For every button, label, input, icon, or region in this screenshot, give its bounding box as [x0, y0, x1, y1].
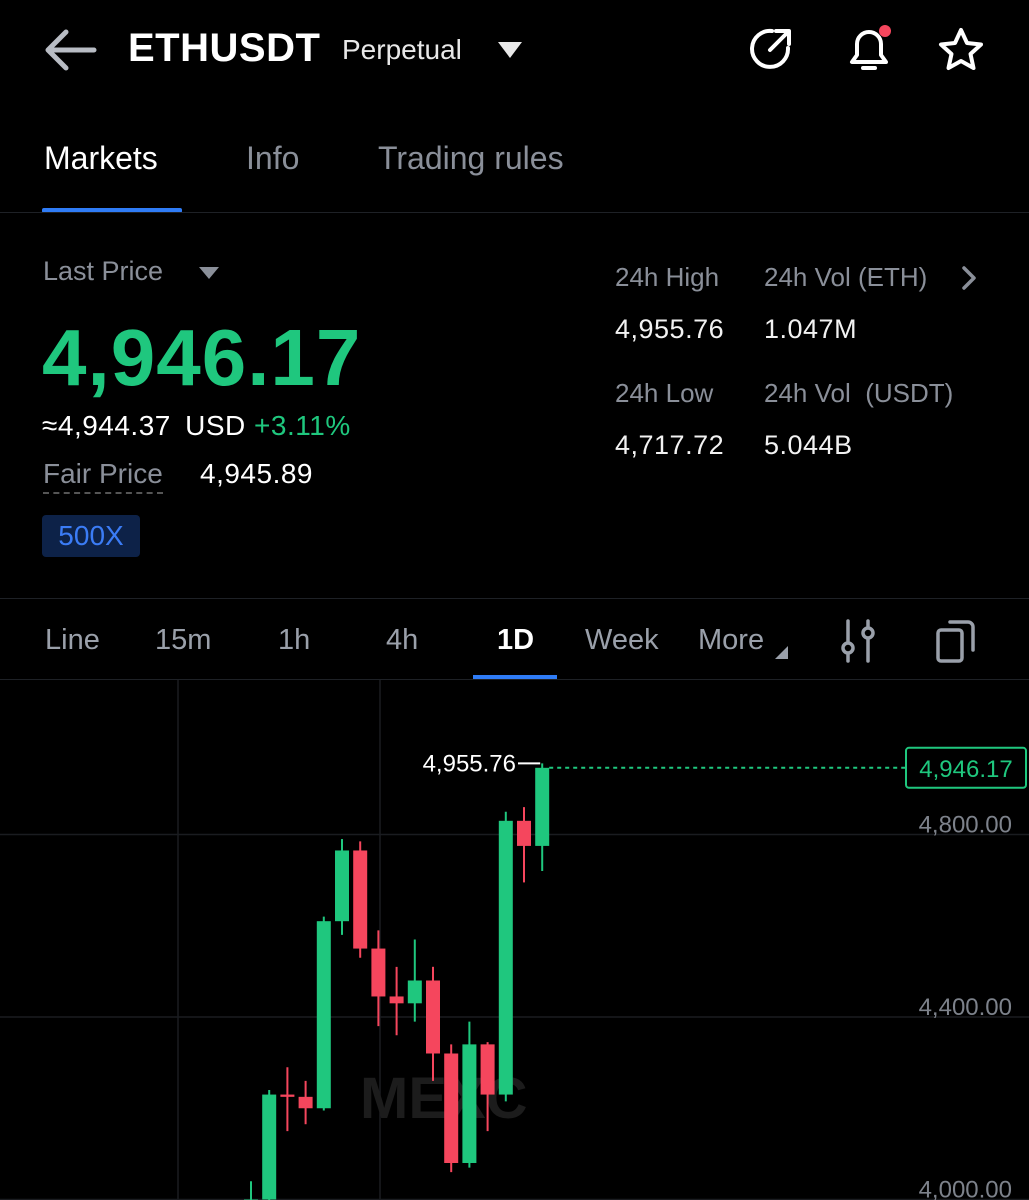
vol-eth-value: 1.047M: [764, 314, 858, 344]
candle-body: [262, 1094, 277, 1200]
price-type-chevron-icon[interactable]: [197, 265, 221, 281]
bell-icon[interactable]: [842, 22, 896, 74]
chevron-down-icon[interactable]: [496, 40, 524, 60]
candle: [298, 1080, 313, 1125]
candle: [389, 966, 404, 1036]
tab-markets[interactable]: Markets: [44, 140, 158, 176]
candle-body: [480, 1044, 495, 1095]
y-axis-tick-label: 4,800.00: [919, 812, 1012, 839]
candle: [535, 763, 550, 871]
candle-body: [426, 980, 440, 1054]
active-interval-indicator: [473, 675, 557, 680]
leverage-badge: 500X: [42, 515, 140, 557]
candle-body: [335, 850, 349, 922]
high-value: 4,955.76: [615, 314, 725, 344]
top-bar: ETHUSDT Perpetual: [0, 0, 1029, 110]
interval-1h[interactable]: 1h: [278, 624, 311, 656]
candle-body: [371, 948, 386, 997]
candle: [244, 1181, 258, 1200]
chevron-right-icon[interactable]: [960, 264, 978, 292]
candle: [262, 1090, 277, 1200]
low-value: 4,717.72: [615, 430, 725, 460]
candle: [335, 839, 349, 935]
candle-body: [517, 820, 531, 846]
vol-eth-label: 24h Vol (ETH): [764, 262, 928, 292]
candle-body: [498, 820, 513, 1095]
candle: [280, 1067, 295, 1132]
candle-body: [407, 980, 422, 1004]
fair-price-value: 4,945.89: [200, 458, 313, 489]
candle-body: [389, 996, 404, 1004]
section-divider: [0, 598, 1029, 599]
interval-line[interactable]: Line: [45, 624, 100, 656]
interval-week[interactable]: Week: [585, 624, 659, 656]
last-price-value: 4,946.17: [42, 313, 362, 402]
contract-type-label[interactable]: Perpetual: [342, 34, 462, 65]
last-price-tag: [905, 746, 1027, 789]
tab-trading-rules[interactable]: Trading rules: [378, 140, 564, 176]
back-arrow-icon[interactable]: [40, 26, 98, 74]
tab-info[interactable]: Info: [246, 140, 300, 176]
candle: [426, 966, 440, 1081]
price-type-selector[interactable]: Last Price: [43, 256, 164, 286]
low-label: 24h Low: [615, 378, 714, 408]
vol-usdt-value: 5.044B: [764, 430, 853, 460]
usd-unit: USD: [185, 410, 246, 441]
y-axis-tick-label: 4,000.00: [919, 1177, 1012, 1200]
candle: [407, 939, 422, 1022]
candle-body: [280, 1094, 295, 1097]
change-percent: +3.11%: [254, 410, 351, 441]
candle-body: [462, 1044, 477, 1163]
candle-body: [316, 921, 331, 1109]
rotate-screen-icon[interactable]: [934, 616, 978, 664]
high-marker-label: 4,955.76: [423, 750, 516, 777]
candle-body: [535, 767, 550, 846]
candle: [444, 1044, 459, 1173]
indicator-settings-icon[interactable]: [838, 618, 878, 664]
candle-body: [444, 1053, 459, 1163]
vol-usdt-label: 24h Vol (USDT): [764, 378, 954, 408]
candle: [316, 916, 331, 1111]
active-tab-indicator: [42, 208, 182, 213]
pair-title[interactable]: ETHUSDT: [128, 26, 321, 70]
fair-price-label[interactable]: Fair Price: [43, 458, 163, 494]
chart-top-divider: [0, 679, 1029, 680]
candle: [353, 841, 368, 958]
star-icon[interactable]: [936, 26, 986, 74]
share-icon[interactable]: [748, 26, 794, 72]
high-label: 24h High: [615, 262, 720, 292]
notification-dot: [879, 25, 891, 37]
usd-equivalent-value: ≈4,944.37: [42, 410, 171, 441]
candlestick-chart[interactable]: 4,800.004,400.004,000.00 MEXC 4,946.174,…: [0, 680, 1029, 1200]
interval-4h[interactable]: 4h: [386, 624, 419, 656]
interval-more[interactable]: More: [698, 624, 765, 656]
y-axis-tick-label: 4,400.00: [919, 994, 1012, 1021]
candle: [517, 807, 531, 883]
candle-body: [298, 1096, 313, 1109]
candle: [480, 1042, 495, 1132]
last-price-tag-label: 4,946.17: [919, 756, 1012, 783]
candle-body: [353, 850, 368, 949]
usd-equivalent: ≈4,944.37 USD +3.11%: [42, 410, 351, 442]
interval-15m[interactable]: 15m: [155, 624, 212, 656]
candle: [462, 1021, 477, 1168]
interval-1d[interactable]: 1D: [497, 624, 535, 656]
more-caret-icon[interactable]: [773, 644, 789, 660]
candle: [371, 930, 386, 1027]
tabs-divider: [0, 212, 1029, 213]
candle: [498, 811, 513, 1102]
